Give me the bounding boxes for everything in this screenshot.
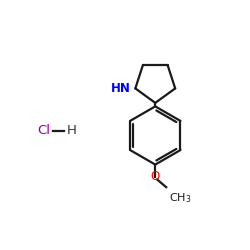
Text: O: O: [151, 170, 160, 183]
Text: H: H: [67, 124, 77, 137]
Text: CH$_3$: CH$_3$: [168, 191, 191, 205]
Text: HN: HN: [111, 82, 131, 95]
Text: Cl: Cl: [37, 124, 50, 137]
